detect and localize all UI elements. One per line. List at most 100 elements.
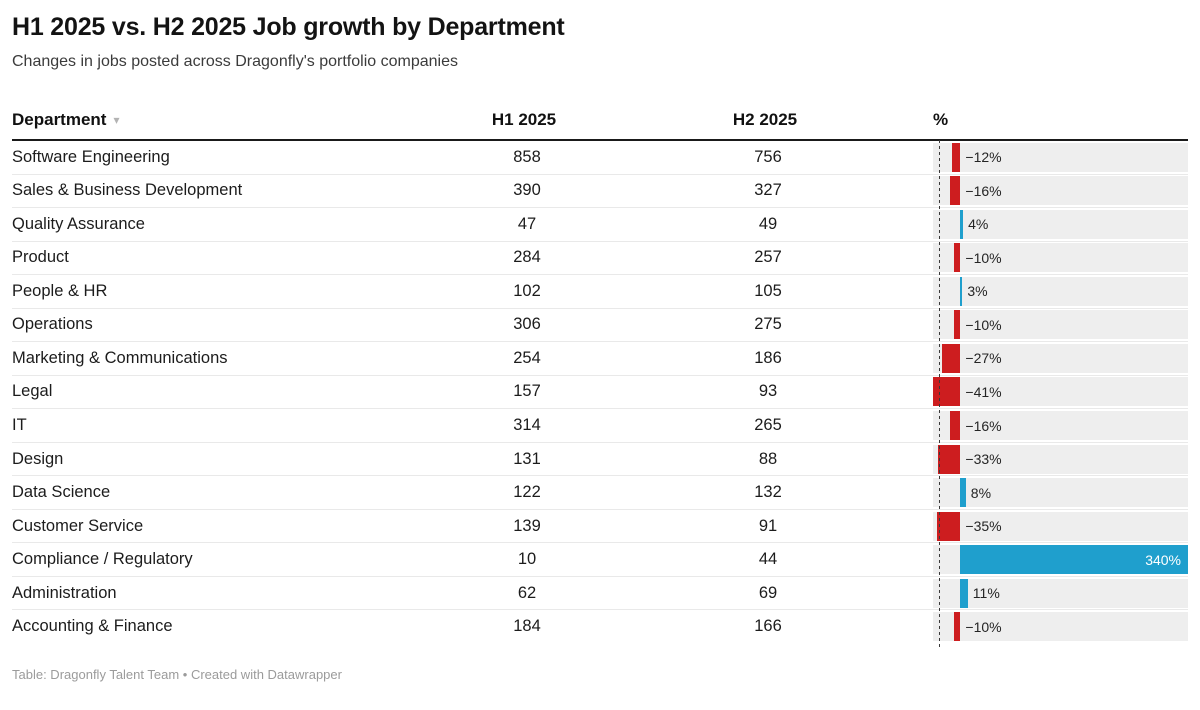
pct-bar-cell: −33% <box>933 444 1188 474</box>
h1-value-cell: 47 <box>517 214 537 233</box>
h2-value-cell: 132 <box>754 483 782 502</box>
h1-value-cell: 254 <box>513 348 541 367</box>
pct-bar-cell: −16% <box>933 176 1188 206</box>
table-row: Customer Service 139 91 −35% <box>12 510 1188 544</box>
pct-bar <box>949 176 961 206</box>
table-row: Compliance / Regulatory 10 44 340% <box>12 543 1188 577</box>
page-title: H1 2025 vs. H2 2025 Job growth by Depart… <box>12 13 565 41</box>
pct-bar <box>942 343 961 373</box>
h1-value-cell: 102 <box>513 281 541 300</box>
pct-value-label: −10% <box>965 316 1002 333</box>
pct-value-label: −10% <box>965 249 1002 266</box>
table-row: Product 284 257 −10% <box>12 242 1188 276</box>
pct-value-label: 11% <box>972 585 1000 602</box>
table-row: Operations 306 275 −10% <box>12 309 1188 343</box>
h1-value-cell: 139 <box>513 516 541 535</box>
h2-value-cell: 756 <box>754 147 782 166</box>
pct-bar-cell: 8% <box>933 478 1188 508</box>
pct-bar <box>960 478 966 508</box>
pct-value-label: −16% <box>965 182 1002 199</box>
pct-bar-cell: 340% <box>933 545 1188 575</box>
h2-value-cell: 265 <box>754 416 782 435</box>
table-row: Software Engineering 858 756 −12% <box>12 141 1188 175</box>
pct-value-label: −10% <box>965 618 1002 635</box>
pct-bar <box>960 545 1188 575</box>
department-cell: Operations <box>12 315 93 334</box>
pct-value-label: 4% <box>968 216 989 233</box>
h2-value-cell: 49 <box>758 214 778 233</box>
column-header-percent[interactable]: % <box>933 110 949 129</box>
h1-value-cell: 131 <box>513 449 541 468</box>
h2-value-cell: 88 <box>758 449 778 468</box>
h1-value-cell: 858 <box>513 147 541 166</box>
column-header-department-label: Department <box>12 110 107 129</box>
pct-bar-cell: 3% <box>933 276 1188 306</box>
pct-bar <box>933 377 961 407</box>
pct-bar <box>960 578 968 608</box>
table-row: Design 131 88 −33% <box>12 443 1188 477</box>
column-header-department[interactable]: Department ▾ <box>12 110 424 130</box>
h1-value-cell: 390 <box>513 181 541 200</box>
pct-bar-cell: −10% <box>933 612 1188 642</box>
pct-bar <box>952 142 961 172</box>
pct-value-label: 8% <box>970 484 992 501</box>
table-row: Accounting & Finance 184 166 −10% <box>12 610 1188 643</box>
table-row: People & HR 102 105 3% <box>12 275 1188 309</box>
table-row: Data Science 122 132 8% <box>12 476 1188 510</box>
h2-value-cell: 91 <box>758 516 778 535</box>
h1-value-cell: 314 <box>513 416 541 435</box>
h1-value-cell: 62 <box>517 583 537 602</box>
h2-value-cell: 257 <box>754 248 782 267</box>
pct-bar-cell: 4% <box>933 209 1188 239</box>
pct-value-label: −41% <box>965 383 1002 400</box>
department-cell: Quality Assurance <box>12 214 145 233</box>
pct-bar <box>953 310 961 340</box>
department-cell: Legal <box>12 382 53 401</box>
pct-bar-cell: −35% <box>933 511 1188 541</box>
pct-bar <box>953 612 961 642</box>
pct-bar <box>960 209 964 239</box>
h2-value-cell: 93 <box>758 382 778 401</box>
pct-bar <box>960 276 963 306</box>
h2-value-cell: 186 <box>754 348 782 367</box>
pct-value-label: 340% <box>1145 551 1181 568</box>
column-header-h2-2025[interactable]: H2 2025 <box>732 110 798 129</box>
table-header-row: Department ▾ H1 2025 H2 2025 % <box>12 92 1188 141</box>
department-cell: IT <box>12 416 27 435</box>
pct-value-label: −16% <box>965 417 1002 434</box>
h1-value-cell: 10 <box>517 550 537 569</box>
table-row: Legal 157 93 −41% <box>12 376 1188 410</box>
pct-value-label: −35% <box>965 518 1002 535</box>
pct-bar <box>938 444 961 474</box>
department-cell: Marketing & Communications <box>12 348 228 367</box>
h2-value-cell: 44 <box>758 550 778 569</box>
department-cell: Customer Service <box>12 516 144 535</box>
h1-value-cell: 306 <box>513 315 541 334</box>
department-cell: Accounting & Finance <box>12 617 173 636</box>
table-row: Marketing & Communications 254 186 −27% <box>12 342 1188 376</box>
h2-value-cell: 69 <box>758 583 778 602</box>
department-cell: Compliance / Regulatory <box>12 550 193 569</box>
department-cell: People & HR <box>12 281 108 300</box>
department-cell: Administration <box>12 583 117 602</box>
column-header-h1-2025[interactable]: H1 2025 <box>491 110 557 129</box>
table-body: Software Engineering 858 756 −12% Sales … <box>12 140 1188 648</box>
pct-bar-cell: 11% <box>933 578 1188 608</box>
department-cell: Sales & Business Development <box>12 181 243 200</box>
pct-bar-cell: −10% <box>933 243 1188 273</box>
h1-value-cell: 184 <box>513 617 541 636</box>
table-row: Administration 62 69 11% <box>12 577 1188 611</box>
pct-value-label: −33% <box>965 451 1002 468</box>
datawrapper-table-page: H1 2025 vs. H2 2025 Job growth by Depart… <box>0 12 1200 683</box>
pct-bar-cell: −27% <box>933 343 1188 373</box>
h1-value-cell: 284 <box>513 248 541 267</box>
department-cell: Product <box>12 248 69 267</box>
pct-bar-cell: −41% <box>933 377 1188 407</box>
h2-value-cell: 166 <box>754 617 782 636</box>
pct-value-label: −27% <box>965 350 1002 367</box>
department-cell: Design <box>12 449 64 468</box>
pct-bar-cell: −10% <box>933 310 1188 340</box>
pct-bar-cell: −16% <box>933 411 1188 441</box>
table-row: Quality Assurance 47 49 4% <box>12 208 1188 242</box>
pct-bar <box>937 511 961 541</box>
